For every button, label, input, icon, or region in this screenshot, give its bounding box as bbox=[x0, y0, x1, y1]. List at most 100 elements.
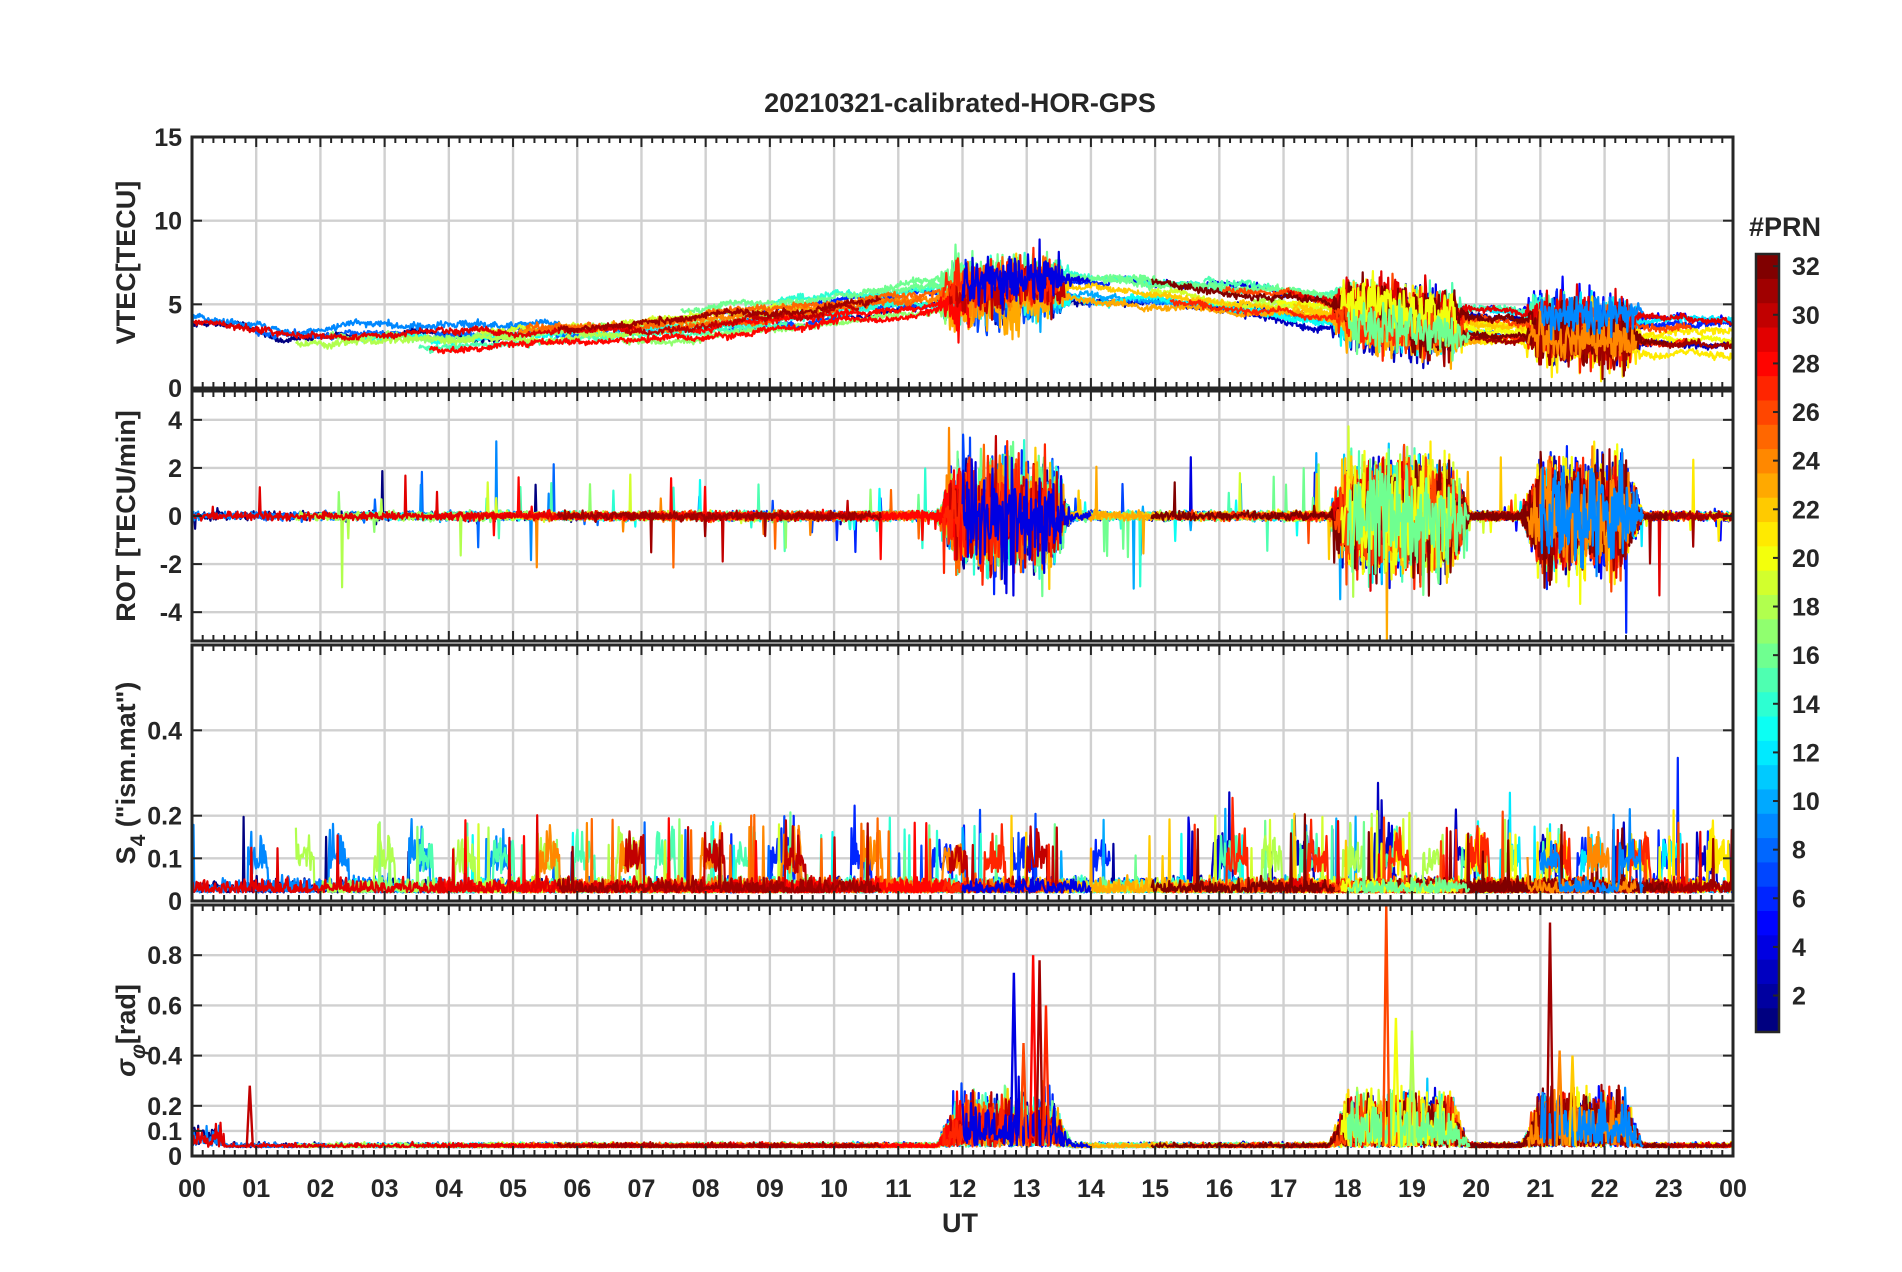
x-tick-label: 03 bbox=[371, 1175, 399, 1203]
y-tick-label: 0.2 bbox=[147, 803, 182, 831]
colorbar-tick-label: 26 bbox=[1792, 399, 1820, 427]
colorbar-tick-label: 2 bbox=[1792, 983, 1806, 1011]
minor-ticks-rot bbox=[191, 391, 1734, 641]
colorbar-segment bbox=[1756, 837, 1779, 863]
colorbar-tick-label: 28 bbox=[1792, 350, 1820, 378]
y-tick-label: 0 bbox=[168, 503, 182, 531]
y-label-main: S bbox=[111, 846, 141, 864]
colorbar-segment bbox=[1756, 788, 1779, 814]
sigphi-peak bbox=[1545, 922, 1555, 1146]
y-tick-label: 4 bbox=[168, 407, 182, 435]
series-line-prn-24 bbox=[517, 1091, 1013, 1149]
colorbar-tick-label: 14 bbox=[1792, 691, 1820, 719]
series-line-prn-31 bbox=[556, 509, 882, 554]
x-tick-label: 00 bbox=[178, 1175, 206, 1203]
colorbar-segment bbox=[1756, 399, 1779, 425]
x-tick-label: 15 bbox=[1141, 1175, 1169, 1203]
series-line-prn-9 bbox=[192, 312, 564, 337]
x-tick-label: 14 bbox=[1077, 1175, 1105, 1203]
x-tick-label: 12 bbox=[949, 1175, 977, 1203]
x-tick-label: 04 bbox=[435, 1175, 463, 1203]
colorbar-segment bbox=[1756, 545, 1779, 571]
colorbar-tick-label: 10 bbox=[1792, 788, 1820, 816]
y-tick-label: 0.4 bbox=[147, 717, 182, 745]
y-tick-label: 0.2 bbox=[147, 1093, 182, 1121]
colorbar-frame bbox=[1754, 252, 1781, 1034]
colorbar-segment bbox=[1756, 278, 1779, 304]
y-tick-label: -2 bbox=[160, 551, 182, 579]
x-tick-label: 17 bbox=[1270, 1175, 1298, 1203]
colorbar-tick-label: 4 bbox=[1792, 934, 1806, 962]
colorbar-segment bbox=[1756, 570, 1779, 595]
x-tick-label: 16 bbox=[1205, 1175, 1233, 1203]
sigphi-peak bbox=[1391, 1017, 1401, 1146]
colorbar-segment bbox=[1756, 326, 1779, 352]
colorbar-tick-label: 32 bbox=[1792, 253, 1820, 281]
x-tick-label: 22 bbox=[1591, 1175, 1619, 1203]
x-axis: 00 01 02 03 04 05 06 07 08 09 10 11 12 13 14 15 16 17 18 19… bbox=[178, 1175, 1747, 1203]
x-tick-label: 01 bbox=[242, 1175, 270, 1203]
colorbar-tick-label: 8 bbox=[1792, 837, 1806, 865]
y-tick-label: 0.1 bbox=[147, 1118, 182, 1146]
colorbar-tick-label: 24 bbox=[1792, 448, 1820, 476]
sigphi-peak bbox=[1041, 1005, 1051, 1146]
sigphi-peak bbox=[1028, 955, 1038, 1146]
sigphi-peak bbox=[1382, 905, 1391, 1146]
colorbar-segment bbox=[1756, 497, 1779, 523]
series-line-prn-9 bbox=[1539, 448, 1644, 578]
x-tick-label: 06 bbox=[563, 1175, 591, 1203]
y-tick-label: -4 bbox=[160, 599, 182, 627]
chart-title: 20210321-calibrated-HOR-GPS bbox=[764, 88, 1156, 118]
x-tick-label: 13 bbox=[1013, 1175, 1041, 1203]
x-tick-label: 08 bbox=[692, 1175, 720, 1203]
x-tick-label: 00 bbox=[1719, 1175, 1747, 1203]
minor-ticks-sigphi bbox=[191, 905, 1734, 1157]
colorbar-segment bbox=[1756, 861, 1779, 887]
y-label-main: σ bbox=[111, 1058, 141, 1077]
y-tick-label: 5 bbox=[168, 291, 182, 319]
series-line-prn-4 bbox=[961, 238, 1091, 315]
y-label-rest: [rad] bbox=[111, 984, 141, 1044]
colorbar-segment bbox=[1756, 715, 1779, 741]
x-axis-label: UT bbox=[942, 1208, 978, 1238]
colorbar-segment bbox=[1756, 594, 1779, 620]
colorbar-segment bbox=[1756, 618, 1779, 644]
sigphi-peak bbox=[1407, 1030, 1417, 1146]
y-tick-label: 15 bbox=[154, 124, 182, 152]
y-tick-label: 0.4 bbox=[147, 1043, 182, 1071]
y-tick-label: 0.1 bbox=[147, 845, 182, 873]
y-tick-label: 0.8 bbox=[147, 942, 182, 970]
x-tick-label: 09 bbox=[756, 1175, 784, 1203]
colorbar-segment bbox=[1756, 472, 1779, 498]
colorbar-segment bbox=[1756, 254, 1779, 279]
series-line-prn-18 bbox=[294, 329, 646, 350]
colorbar-tick-label: 30 bbox=[1792, 302, 1820, 330]
minor-ticks-s4 bbox=[191, 645, 1734, 902]
colorbar-tick-label: 6 bbox=[1792, 885, 1806, 913]
sigphi-peak bbox=[1568, 1055, 1577, 1146]
series-line-prn-28 bbox=[691, 1099, 966, 1149]
series-line-prn-16 bbox=[1346, 448, 1470, 597]
sigphi-peak bbox=[1035, 960, 1044, 1146]
x-tick-label: 21 bbox=[1526, 1175, 1554, 1203]
series-line-prn-9 bbox=[1539, 293, 1644, 341]
colorbar-segment bbox=[1756, 1007, 1779, 1033]
colorbar-tick-label: 12 bbox=[1792, 739, 1820, 767]
grid-vtec bbox=[190, 135, 1735, 390]
x-tick-label: 10 bbox=[820, 1175, 848, 1203]
sigphi-peak bbox=[1009, 972, 1019, 1146]
y-tick-label: 0 bbox=[168, 888, 182, 916]
series-rot bbox=[192, 425, 1733, 641]
colorbar-segment bbox=[1756, 740, 1779, 766]
colorbar-segment bbox=[1756, 764, 1779, 790]
y-axis-label-s4: S4 ("ism.mat") bbox=[111, 682, 150, 865]
series-line-prn-29 bbox=[192, 474, 640, 522]
series-line-prn-31 bbox=[556, 822, 882, 894]
colorbar-segment bbox=[1756, 886, 1779, 912]
series-vtec bbox=[192, 238, 1733, 383]
series-line-prn-4 bbox=[961, 875, 1092, 894]
colorbar-segment bbox=[1756, 959, 1779, 984]
series-line-prn-4 bbox=[961, 455, 1092, 597]
